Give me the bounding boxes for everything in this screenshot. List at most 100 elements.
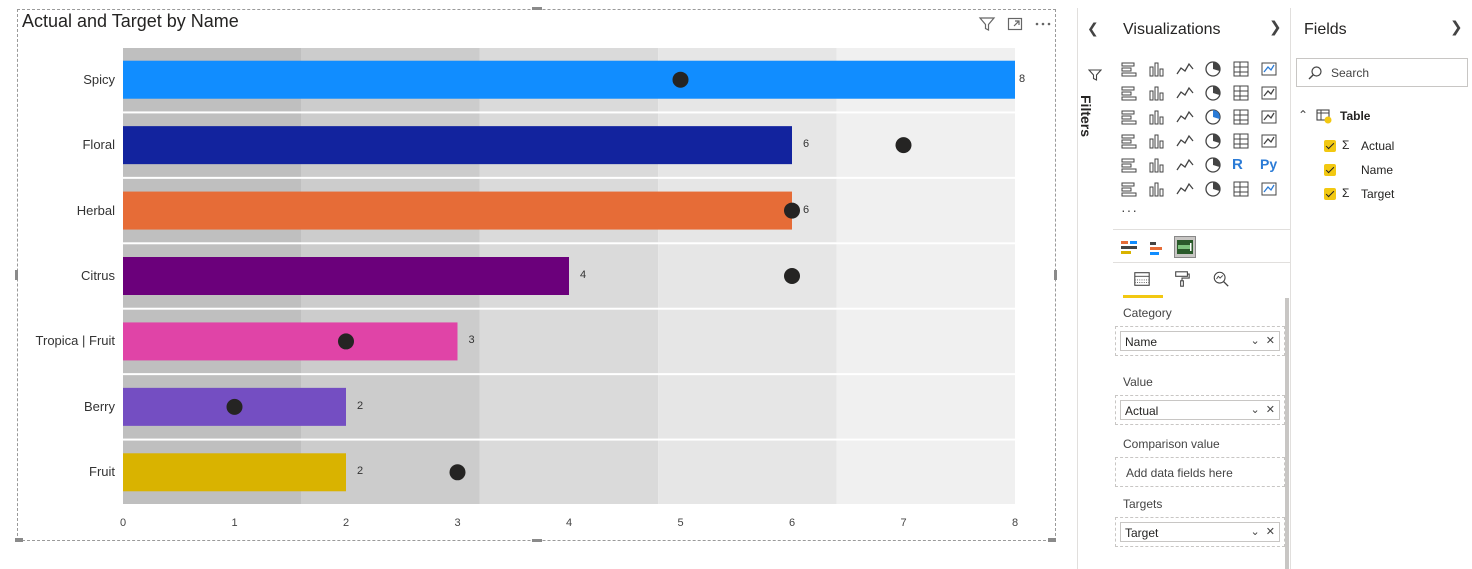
resize-handle-bottom-left[interactable] bbox=[15, 538, 23, 542]
key-influencers-icon[interactable] bbox=[1120, 180, 1138, 198]
100-bar-icon[interactable] bbox=[1232, 60, 1250, 78]
waterfall-icon[interactable] bbox=[1120, 108, 1138, 126]
ribbon-chart-icon[interactable] bbox=[1260, 84, 1278, 102]
treemap-icon[interactable] bbox=[1260, 108, 1278, 126]
custom-visual-icon[interactable] bbox=[1148, 239, 1166, 257]
target-marker bbox=[449, 464, 466, 481]
x-tick-label: 8 bbox=[1011, 517, 1019, 529]
field-checkbox-checked[interactable] bbox=[1324, 140, 1336, 152]
value-field-pill[interactable]: Actual ⌄ ✕ bbox=[1120, 400, 1280, 420]
remove-field-icon[interactable]: ✕ bbox=[1265, 526, 1275, 538]
targets-well[interactable]: Target ⌄ ✕ bbox=[1115, 517, 1285, 547]
resize-handle-left[interactable] bbox=[15, 270, 18, 280]
100-column-icon[interactable] bbox=[1260, 60, 1278, 78]
remove-field-icon[interactable]: ✕ bbox=[1265, 404, 1275, 416]
pane-scrollbar[interactable] bbox=[1285, 298, 1289, 569]
collapse-filters-chevron-icon[interactable]: ❮ bbox=[1087, 20, 1099, 36]
category-label: Fruit bbox=[89, 464, 115, 480]
funnel-icon[interactable] bbox=[1148, 108, 1166, 126]
kpi-icon[interactable] bbox=[1120, 156, 1138, 174]
qualitative-band bbox=[658, 309, 837, 374]
field-controls: ⌄ ✕ bbox=[1250, 403, 1275, 416]
field-name: Target bbox=[1361, 187, 1395, 201]
line-column-icon[interactable] bbox=[1204, 84, 1222, 102]
resize-handle-right[interactable] bbox=[1054, 270, 1057, 280]
clustered-bar-icon[interactable] bbox=[1176, 60, 1194, 78]
custom-visual-icon[interactable] bbox=[1120, 239, 1138, 257]
line-chart-icon[interactable] bbox=[1120, 84, 1138, 102]
more-options-icon[interactable] bbox=[1034, 15, 1052, 33]
qualitative-band bbox=[658, 244, 837, 308]
bar-actual bbox=[123, 453, 346, 492]
category-label: Citrus bbox=[81, 268, 115, 283]
data-label: 2 bbox=[357, 465, 364, 478]
chevron-down-icon[interactable]: ⌄ bbox=[1250, 335, 1260, 347]
donut-chart-icon[interactable] bbox=[1232, 108, 1250, 126]
filled-map-icon[interactable] bbox=[1148, 132, 1166, 150]
line-clustered-column-icon[interactable] bbox=[1232, 84, 1250, 102]
remove-field-icon[interactable]: ✕ bbox=[1265, 335, 1275, 347]
power-apps-icon[interactable] bbox=[1232, 180, 1250, 198]
smart-narrative-icon[interactable] bbox=[1204, 180, 1222, 198]
collapse-chevron-up-icon[interactable]: ⌃ bbox=[1298, 108, 1309, 122]
more-visuals-icon[interactable]: ··· bbox=[1121, 202, 1138, 218]
visual-title: Actual and Target by Name bbox=[22, 11, 239, 31]
filters-pane-label[interactable]: Filters bbox=[1078, 95, 1094, 138]
search-input[interactable] bbox=[1331, 64, 1461, 82]
card-icon[interactable] bbox=[1232, 132, 1250, 150]
clustered-column-icon[interactable] bbox=[1204, 60, 1222, 78]
focus-mode-icon[interactable] bbox=[1006, 15, 1024, 33]
matrix-icon[interactable] bbox=[1204, 156, 1222, 174]
multi-row-card-icon[interactable] bbox=[1260, 132, 1278, 150]
format-paint-roller-icon[interactable] bbox=[1173, 270, 1193, 290]
map-icon[interactable] bbox=[1120, 132, 1138, 150]
bullet-chart-visual-icon[interactable] bbox=[1174, 236, 1196, 258]
qa-icon[interactable] bbox=[1176, 180, 1194, 198]
field-item-name[interactable]: Name bbox=[1322, 162, 1462, 180]
stacked-area-icon[interactable] bbox=[1176, 84, 1194, 102]
x-tick-label: 5 bbox=[677, 517, 684, 529]
chevron-down-icon[interactable]: ⌄ bbox=[1250, 526, 1260, 538]
shape-map-icon[interactable] bbox=[1176, 132, 1194, 150]
stacked-bar-icon[interactable] bbox=[1120, 60, 1138, 78]
decomposition-tree-icon[interactable] bbox=[1148, 180, 1166, 198]
targets-field-pill[interactable]: Target ⌄ ✕ bbox=[1120, 522, 1280, 542]
filter-icon[interactable] bbox=[978, 15, 996, 33]
r-visual-icon[interactable]: R bbox=[1232, 156, 1250, 174]
slicer-icon[interactable] bbox=[1148, 156, 1166, 174]
field-item-actual[interactable]: Σ Actual bbox=[1322, 138, 1462, 156]
data-label: 6 bbox=[803, 203, 810, 216]
field-item-target[interactable]: Σ Target bbox=[1322, 186, 1462, 204]
x-tick-label: 2 bbox=[342, 517, 350, 529]
data-label: 4 bbox=[580, 269, 587, 281]
comparison-value-well[interactable]: Add data fields here bbox=[1115, 457, 1285, 487]
sigma-icon: Σ bbox=[1342, 138, 1350, 152]
category-field-pill[interactable]: Name ⌄ ✕ bbox=[1120, 331, 1280, 351]
analytics-magnifier-icon[interactable] bbox=[1212, 270, 1232, 290]
fields-search-box[interactable] bbox=[1296, 58, 1468, 87]
value-field-name: Actual bbox=[1125, 404, 1159, 418]
x-tick-label: 6 bbox=[788, 517, 796, 529]
field-checkbox-checked[interactable] bbox=[1324, 164, 1336, 176]
table-node[interactable]: ⌃ Table bbox=[1296, 106, 1466, 126]
collapse-visualizations-chevron-icon[interactable]: ❯ bbox=[1269, 19, 1282, 36]
field-checkbox-checked[interactable] bbox=[1324, 188, 1336, 200]
collapse-fields-chevron-icon[interactable]: ❯ bbox=[1450, 19, 1463, 36]
scatter-icon[interactable] bbox=[1176, 108, 1194, 126]
fields-tab-icon[interactable] bbox=[1133, 270, 1153, 290]
target-marker bbox=[784, 268, 800, 284]
stacked-column-icon[interactable] bbox=[1148, 60, 1166, 78]
table-icon[interactable] bbox=[1176, 156, 1194, 174]
chevron-down-icon[interactable]: ⌄ bbox=[1250, 404, 1260, 416]
gauge-icon[interactable] bbox=[1204, 132, 1222, 150]
resize-handle-bottom[interactable] bbox=[532, 539, 542, 542]
power-automate-icon[interactable] bbox=[1260, 180, 1278, 198]
category-well[interactable]: Name ⌄ ✕ bbox=[1115, 326, 1285, 356]
value-well[interactable]: Actual ⌄ ✕ bbox=[1115, 395, 1285, 425]
area-chart-icon[interactable] bbox=[1148, 84, 1166, 102]
x-tick-label: 1 bbox=[231, 517, 238, 529]
resize-handle-bottom-right[interactable] bbox=[1048, 538, 1056, 542]
resize-handle-top[interactable] bbox=[532, 7, 542, 10]
python-visual-icon[interactable]: Py bbox=[1260, 156, 1278, 174]
pie-chart-icon[interactable] bbox=[1204, 108, 1222, 126]
